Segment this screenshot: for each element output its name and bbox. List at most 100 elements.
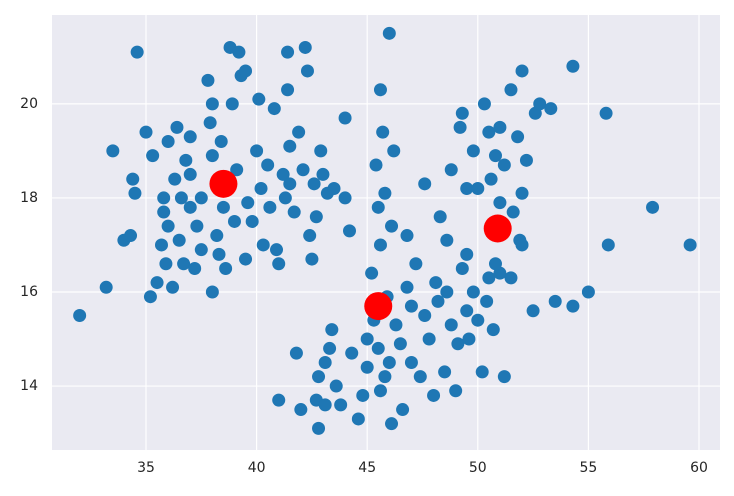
point <box>230 163 244 177</box>
point <box>188 261 202 275</box>
point <box>427 388 441 402</box>
x-tick-label: 55 <box>579 460 597 476</box>
point <box>334 398 348 412</box>
point <box>241 196 255 210</box>
point <box>493 196 507 210</box>
point <box>526 304 540 318</box>
point <box>201 73 215 87</box>
y-tick-label: 14 <box>20 378 38 394</box>
point <box>462 332 476 346</box>
point <box>504 83 518 97</box>
point <box>371 200 385 214</box>
point <box>276 167 290 181</box>
point <box>227 214 241 228</box>
point <box>511 130 525 144</box>
point <box>451 337 465 351</box>
point <box>683 238 697 252</box>
point <box>382 26 396 40</box>
point <box>205 285 219 299</box>
point <box>99 280 113 294</box>
point <box>318 398 332 412</box>
point <box>444 318 458 332</box>
point <box>174 191 188 205</box>
point <box>267 102 281 116</box>
point <box>440 285 454 299</box>
point <box>261 158 275 172</box>
point <box>256 238 270 252</box>
y-tick-label: 20 <box>20 96 38 112</box>
point <box>345 346 359 360</box>
point <box>232 45 246 59</box>
point <box>283 177 297 191</box>
point <box>444 163 458 177</box>
point <box>404 299 418 313</box>
point <box>214 135 228 149</box>
point <box>281 45 295 59</box>
point <box>566 299 580 313</box>
point <box>154 238 168 252</box>
point <box>438 365 452 379</box>
point <box>250 144 264 158</box>
point <box>477 97 491 111</box>
point <box>190 219 204 233</box>
point <box>161 135 175 149</box>
point <box>497 158 511 172</box>
point <box>400 280 414 294</box>
point <box>369 158 383 172</box>
point <box>212 247 226 261</box>
point <box>482 125 496 139</box>
point <box>515 64 529 78</box>
point <box>475 365 489 379</box>
point <box>106 144 120 158</box>
point <box>504 271 518 285</box>
x-tick-label: 50 <box>469 460 487 476</box>
centroid <box>364 292 393 321</box>
point <box>519 153 533 167</box>
point <box>309 210 323 224</box>
point <box>203 116 217 130</box>
point <box>440 233 454 247</box>
point <box>283 139 297 153</box>
point <box>466 144 480 158</box>
point <box>488 149 502 163</box>
point <box>581 285 595 299</box>
point <box>252 92 266 106</box>
point <box>393 337 407 351</box>
point <box>312 421 326 435</box>
point <box>488 257 502 271</box>
point <box>329 379 343 393</box>
y-tick-label: 16 <box>20 284 38 300</box>
point <box>360 332 374 346</box>
point <box>418 177 432 191</box>
point <box>166 280 180 294</box>
point <box>460 247 474 261</box>
point <box>486 323 500 337</box>
point <box>548 294 562 308</box>
point <box>484 172 498 186</box>
point <box>170 120 184 134</box>
point <box>460 304 474 318</box>
point <box>124 229 138 243</box>
point <box>566 59 580 73</box>
point <box>433 210 447 224</box>
point <box>303 229 317 243</box>
point <box>365 266 379 280</box>
point <box>168 172 182 186</box>
point <box>378 186 392 200</box>
point <box>327 182 341 196</box>
point <box>325 323 339 337</box>
point <box>385 219 399 233</box>
centroid <box>209 169 238 198</box>
point <box>139 125 153 139</box>
point <box>294 403 308 417</box>
point <box>161 219 175 233</box>
point <box>515 186 529 200</box>
point <box>219 261 233 275</box>
point <box>205 149 219 163</box>
point <box>307 177 321 191</box>
point <box>245 214 259 228</box>
point <box>183 200 197 214</box>
point <box>373 384 387 398</box>
point <box>400 229 414 243</box>
